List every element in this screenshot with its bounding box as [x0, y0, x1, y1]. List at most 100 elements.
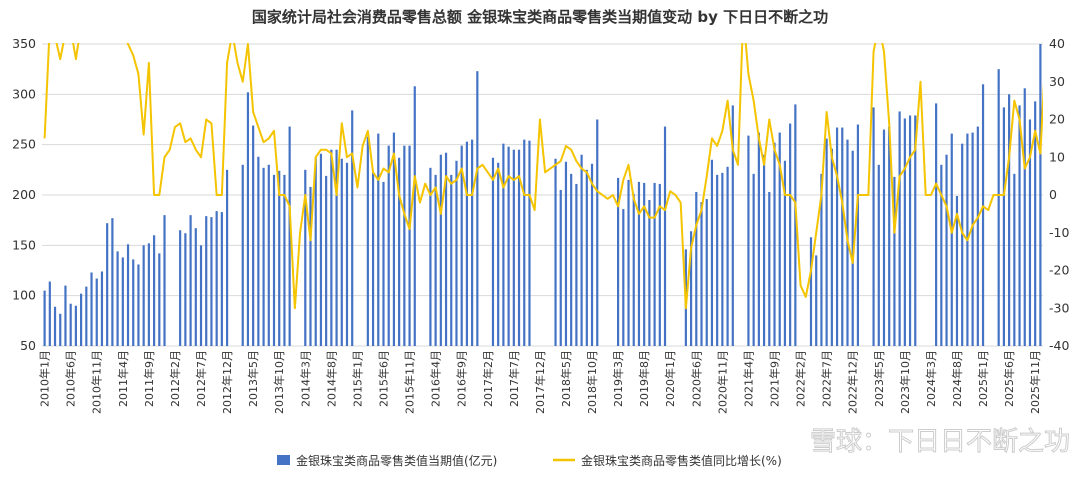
bar [1018, 105, 1021, 346]
bar [272, 174, 276, 346]
bar [627, 179, 630, 346]
bar [898, 111, 901, 346]
x-tick-label: 2010年1月 [38, 350, 52, 407]
bar [559, 189, 562, 346]
bar [116, 251, 119, 346]
bar [330, 149, 333, 346]
x-tick-label: 2015年6月 [376, 350, 390, 407]
x-tick-label: 2015年11月 [403, 350, 417, 414]
x-tick-label: 2019年8月 [637, 350, 651, 407]
bar [528, 140, 531, 346]
x-tick-label: 2016年4月 [429, 350, 443, 407]
bar [53, 306, 57, 346]
x-tick-label: 2018年5月 [559, 350, 573, 407]
bar [444, 152, 448, 346]
bar [288, 126, 291, 346]
bar [903, 118, 906, 346]
bar [580, 154, 583, 346]
x-tick-label: 2011年4月 [116, 350, 130, 407]
bar [1008, 94, 1011, 346]
bar [752, 173, 755, 346]
bar [617, 177, 620, 346]
bar [153, 235, 156, 346]
legend-bar-swatch [277, 455, 290, 465]
bar [325, 175, 328, 346]
bar [809, 237, 813, 346]
bar [981, 84, 985, 346]
bar [257, 156, 260, 346]
left-tick-label: 50 [20, 338, 36, 353]
bar [877, 164, 880, 346]
x-tick-label: 2018年10月 [585, 350, 599, 414]
bar [314, 157, 317, 346]
bar [90, 272, 93, 346]
bar [575, 183, 578, 346]
bar [825, 138, 828, 346]
bar [554, 158, 557, 346]
bar [142, 245, 145, 346]
bar [371, 172, 375, 346]
bar [935, 103, 938, 346]
x-tick-label: 2012年2月 [168, 350, 182, 407]
x-tick-label: 2010年6月 [64, 350, 78, 407]
bar [950, 133, 953, 346]
bar [387, 145, 390, 346]
bar [773, 142, 776, 346]
bar [126, 244, 130, 346]
bar [215, 211, 218, 346]
x-tick-label: 2012年12月 [220, 350, 234, 414]
right-tick-label: 40 [1049, 36, 1065, 51]
x-tick-label: 2015年1月 [350, 350, 364, 407]
x-tick-label: 2024年3月 [924, 350, 938, 407]
bar [1013, 173, 1016, 346]
x-tick-label: 2020年6月 [689, 350, 703, 407]
bar [335, 149, 338, 346]
x-tick-label: 2023年5月 [872, 350, 886, 407]
bar [69, 303, 72, 346]
bar [658, 183, 661, 346]
bar [961, 143, 964, 346]
x-tick-label: 2021年9月 [768, 350, 782, 407]
x-tick-label: 2024年8月 [950, 350, 964, 407]
bar [74, 305, 77, 346]
bar [632, 193, 635, 346]
bar [147, 243, 150, 346]
bar [241, 164, 244, 346]
bar [872, 107, 875, 346]
bar [262, 167, 265, 346]
bar [637, 181, 641, 346]
bar [794, 104, 797, 346]
bar [1028, 119, 1032, 346]
x-tick-label: 2017年12月 [533, 350, 547, 414]
bar [716, 174, 719, 346]
bar [971, 132, 974, 346]
bar [491, 157, 495, 346]
right-tick-label: -20 [1049, 263, 1069, 278]
bar [85, 286, 88, 346]
bar [783, 160, 787, 346]
bar [955, 196, 959, 346]
bar [710, 159, 714, 346]
x-tick-label: 2022年12月 [846, 350, 860, 414]
bar [497, 162, 500, 346]
bar [225, 169, 229, 346]
bar [319, 153, 323, 346]
bar [663, 126, 667, 346]
x-tick-label: 2017年7月 [507, 350, 521, 407]
bar [940, 164, 943, 346]
left-tick-label: 250 [12, 137, 36, 152]
bar [502, 143, 505, 346]
bar [189, 215, 192, 346]
bar [455, 160, 458, 346]
legend: 金银珠宝类商品零售类值当期值(亿元) 金银珠宝类商品零售类值同比增长(%) [277, 453, 782, 468]
right-tick-label: -40 [1049, 338, 1069, 353]
bar [747, 135, 750, 346]
bar [908, 115, 912, 346]
bar [841, 127, 844, 346]
left-tick-label: 200 [12, 187, 36, 202]
bar [398, 157, 401, 346]
x-tick-label: 2012年7月 [194, 350, 208, 407]
chart-title: 国家统计局社会消费品零售总额 金银珠宝类商品零售类当期值变动 by 下日日不断之… [252, 8, 828, 26]
bar [830, 148, 833, 346]
x-tick-label: 2017年2月 [481, 350, 495, 407]
